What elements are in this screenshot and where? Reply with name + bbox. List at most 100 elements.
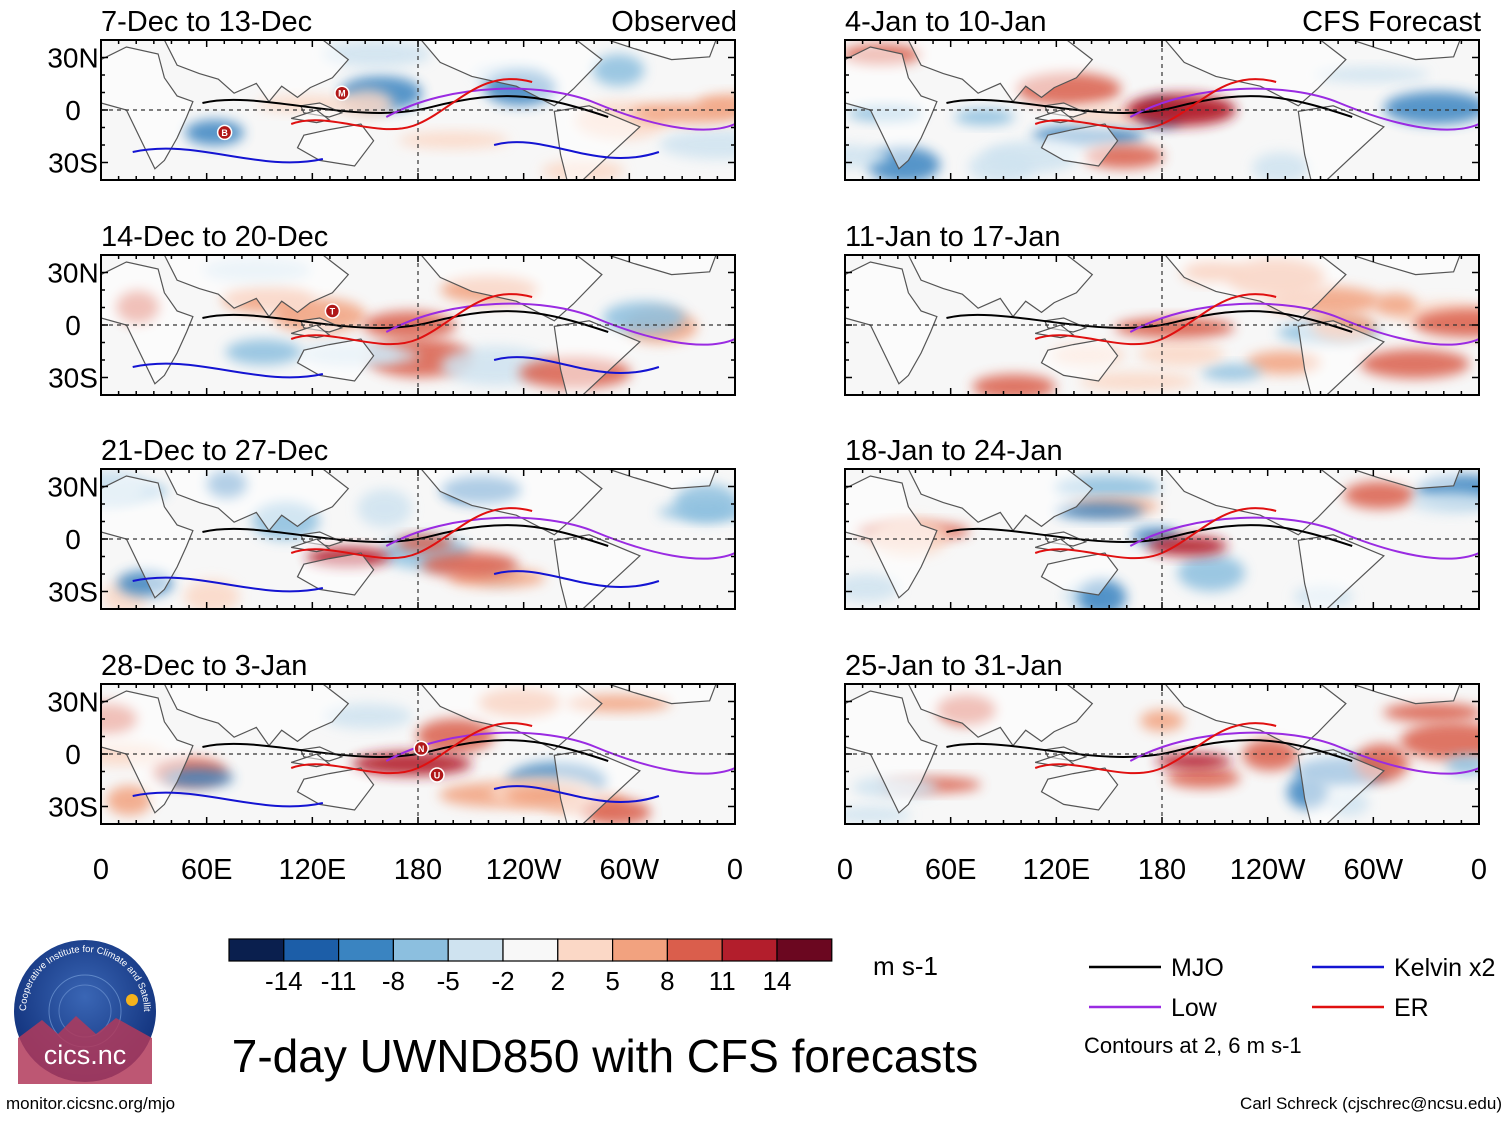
anomaly-blob-10	[1242, 738, 1299, 771]
x-tick-label-forecast: 60W	[1344, 854, 1404, 886]
figure-title: 7-day UWND850 with CFS forecasts	[232, 1030, 978, 1082]
anomaly-blob-7	[1137, 341, 1225, 367]
anomaly-blob-7	[1400, 722, 1479, 761]
x-tick-label-forecast: 0	[1471, 854, 1487, 886]
anomaly-blob-15	[954, 109, 1015, 125]
colorbar: -14 -11 -8 -5 -2 2 5 8 11 14 m s-1	[228, 938, 938, 996]
coastline-0	[101, 261, 194, 385]
coastline-0	[101, 475, 194, 599]
coastline-5	[420, 255, 603, 322]
anomaly-blob-4	[602, 301, 686, 334]
anomaly-blob-6	[631, 102, 735, 124]
kelvin-contour	[493, 141, 660, 159]
colorbar-level: -5	[437, 966, 460, 996]
y-tick-label: 30S	[48, 577, 98, 608]
coastline-0	[845, 46, 938, 170]
colorbar-swatch	[283, 938, 340, 962]
colorbar-swatch	[611, 938, 668, 962]
coastline-6	[1297, 534, 1385, 609]
panel-date-label: 7-Dec to 13-Dec	[101, 6, 312, 38]
anomaly-blob-10	[1252, 152, 1310, 180]
mjo-contour	[946, 739, 1353, 762]
panel-field	[845, 684, 1479, 824]
panel-date-label: 25-Jan to 31-Jan	[845, 650, 1063, 682]
anomaly-blob-9	[357, 488, 412, 528]
legend-label: MJO	[1171, 954, 1224, 982]
storm-marker: B	[216, 124, 233, 141]
mjo-contour	[946, 524, 1353, 547]
mjo-contour	[202, 524, 609, 547]
anomaly-blob-13	[1383, 91, 1479, 125]
coastline-6	[1297, 320, 1385, 395]
anomaly-blob-9	[1382, 702, 1479, 723]
map-panel-4: 30N 0 30S 28-Dec to 3-Jan N U	[47, 650, 736, 825]
coastline-6	[1297, 105, 1385, 180]
mjo-contour	[946, 95, 1353, 118]
kelvin-contour	[493, 785, 660, 803]
x-tick-label-observed: 0	[93, 854, 109, 886]
kelvin-contour	[132, 147, 324, 164]
coastline-6	[1297, 749, 1385, 824]
map-panel-5: 4-Jan to 10-Jan CFS Forecast	[844, 6, 1481, 181]
map-panel-3: 30N 0 30S 21-Dec to 27-Dec	[47, 435, 736, 610]
cics-logo: Cooperative Institute for Climate and Sa…	[12, 938, 156, 1084]
anomaly-blob-4	[1314, 66, 1430, 83]
anomaly-blob-9	[1413, 308, 1479, 338]
x-tick-label-forecast: 120E	[1022, 854, 1090, 886]
colorbar-swatch	[447, 938, 504, 962]
colorbar-swatch	[557, 938, 614, 962]
colorbar-level: 5	[605, 966, 619, 996]
mjo-contour	[202, 310, 609, 333]
mjo-contour	[202, 95, 609, 118]
storm-marker-letter: M	[338, 89, 346, 99]
low-contour	[385, 731, 735, 775]
coastline-6	[553, 534, 641, 609]
panel-field	[845, 469, 1479, 609]
anomaly-blob-9	[1055, 502, 1145, 520]
panel-date-label: 4-Jan to 10-Jan	[845, 6, 1047, 38]
anomaly-blob-13	[1373, 293, 1417, 317]
y-tick-label: 30N	[47, 43, 98, 74]
panel-date-label: 18-Jan to 24-Jan	[845, 435, 1063, 467]
coastline-1	[163, 255, 350, 318]
storm-marker: U	[429, 767, 445, 783]
anomaly-blob-13	[340, 89, 394, 118]
y-tick-label: 0	[65, 524, 81, 555]
storm-marker: T	[324, 303, 341, 319]
colorbar-level: -2	[491, 966, 514, 996]
kelvin-contour	[132, 362, 324, 379]
mjo-contour	[202, 739, 609, 762]
storm-marker-circle	[413, 740, 429, 757]
legend-label: Kelvin x2	[1394, 954, 1495, 982]
low-contour	[385, 87, 735, 131]
y-tick-label: 0	[65, 310, 81, 341]
storm-marker-circle	[324, 303, 341, 319]
anomaly-blob-2	[322, 703, 413, 729]
x-tick-label-forecast: 180	[1138, 854, 1186, 886]
colorbar-level: -8	[382, 966, 405, 996]
coastline-0	[845, 690, 938, 814]
panel-date-label: 11-Jan to 17-Jan	[845, 221, 1061, 253]
y-tick-label: 30S	[48, 148, 98, 179]
colorbar-swatch	[338, 938, 395, 962]
anomaly-blob-6	[1177, 554, 1246, 592]
colorbar-swatch	[502, 938, 559, 962]
anomaly-blob-7	[321, 40, 432, 68]
y-tick-label: 30S	[48, 363, 98, 394]
anomaly-blob-11	[421, 551, 518, 578]
anomaly-blob-12	[845, 573, 900, 602]
source-url: monitor.cicsnc.org/mjo	[6, 1094, 176, 1113]
anomaly-blob-11	[225, 339, 302, 365]
legend-label: ER	[1394, 994, 1429, 1022]
anomaly-blob-11	[106, 785, 153, 816]
colorbar-units: m s-1	[873, 951, 938, 981]
x-tick-label-observed: 120E	[278, 854, 346, 886]
y-tick-label: 30S	[48, 792, 98, 823]
contour-note: Contours at 2, 6 m s-1	[1084, 1033, 1302, 1058]
kelvin-contour	[132, 576, 324, 593]
colorbar-level: 2	[551, 966, 565, 996]
kelvin-contour	[493, 570, 660, 588]
map-panel-7: 18-Jan to 24-Jan	[844, 435, 1480, 610]
panel-date-label: 21-Dec to 27-Dec	[101, 435, 328, 467]
